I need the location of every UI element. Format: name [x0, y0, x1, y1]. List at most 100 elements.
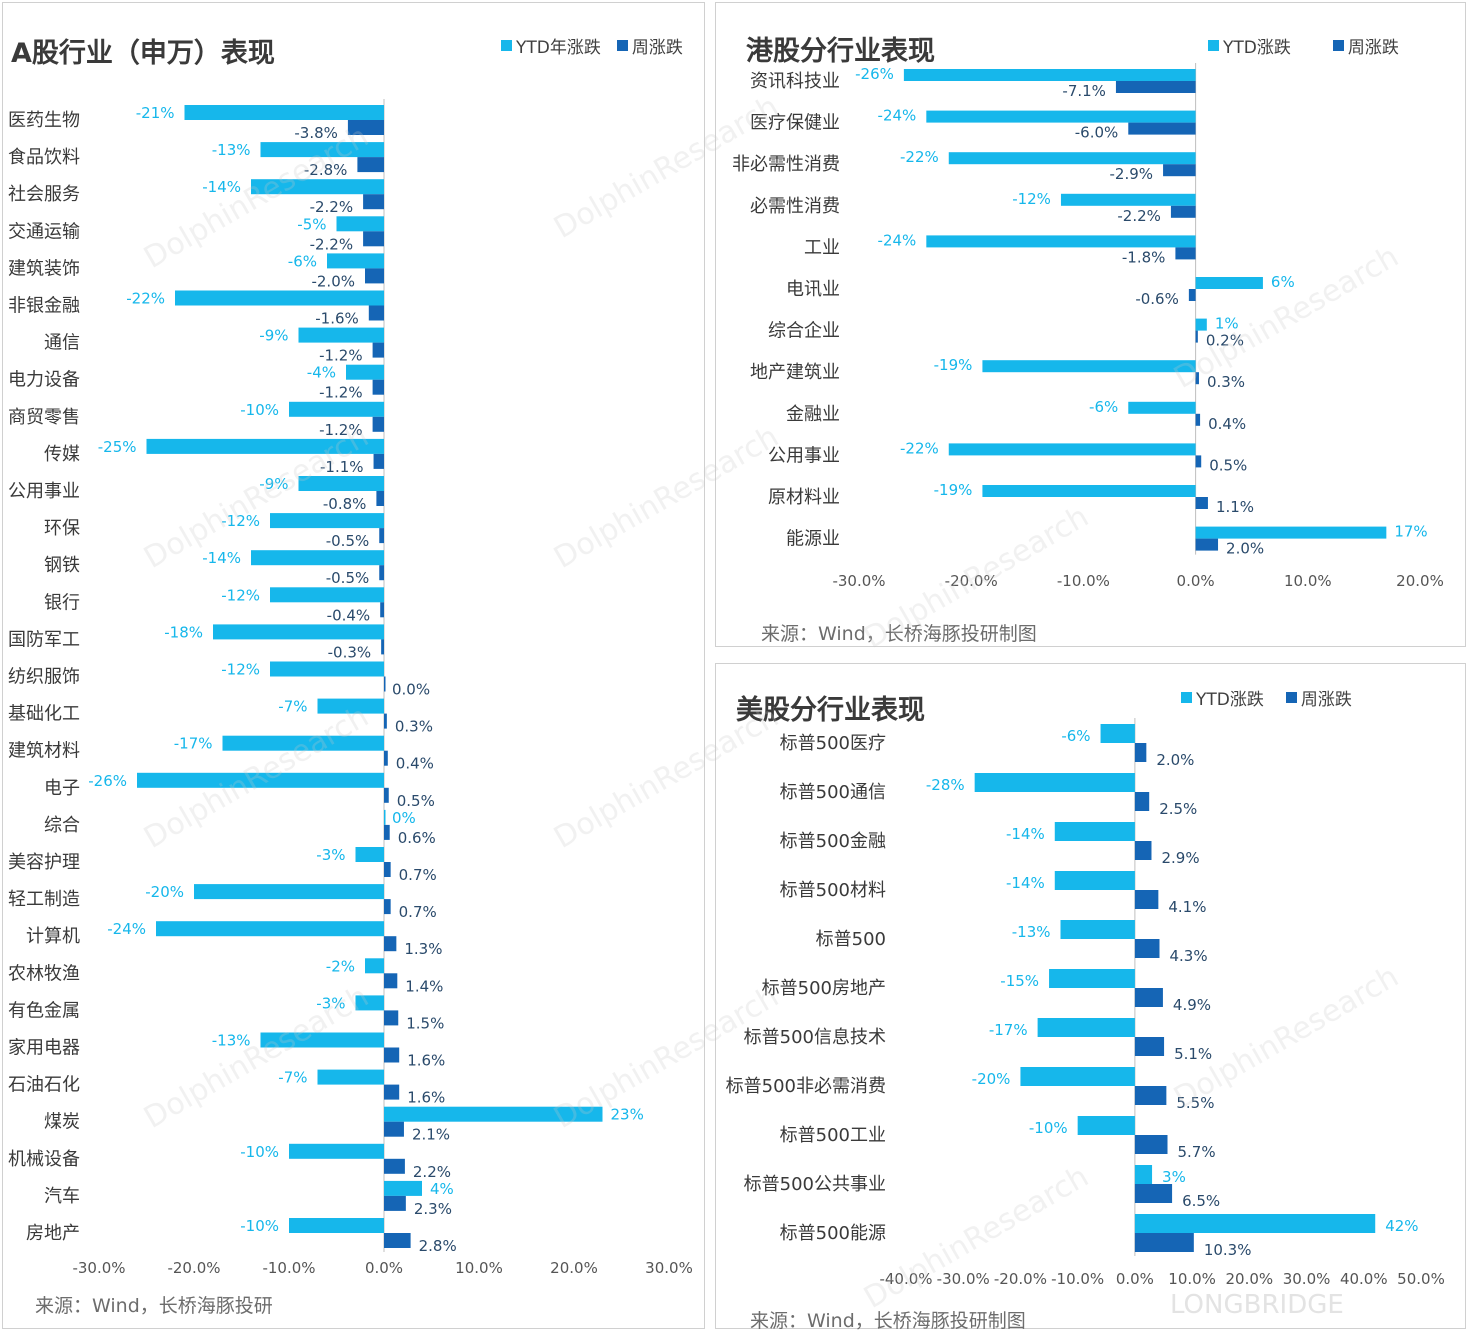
category-label: 综合企业: [768, 321, 840, 342]
category-label: 电子: [44, 778, 80, 799]
ytd-bar: [146, 438, 384, 454]
legend-week: 周涨跌: [616, 33, 683, 58]
ytd-data-label: -24%: [878, 231, 917, 249]
weekly-data-label: -3.8%: [294, 124, 338, 142]
ytd-data-label: -12%: [221, 586, 260, 604]
ytd-bar: [1195, 318, 1207, 331]
ytd-bar: [1060, 193, 1196, 206]
x-tick-label: 40.0%: [1340, 1270, 1388, 1288]
weekly-data-label: 2.2%: [413, 1163, 451, 1181]
ytd-data-label: -19%: [934, 481, 973, 499]
weekly-bar: [384, 713, 387, 729]
weekly-data-label: 2.5%: [1159, 800, 1197, 818]
ytd-data-label: -9%: [259, 475, 288, 493]
legend-ytd: YTD涨跌: [1181, 685, 1264, 710]
weekly-data-label: 0.7%: [399, 866, 437, 884]
weekly-bar: [1195, 538, 1219, 551]
weekly-data-label: 1.4%: [405, 977, 443, 995]
ytd-data-label: -2%: [326, 957, 355, 975]
category-label: 非必需性消费: [732, 154, 840, 175]
category-label: 汽车: [44, 1186, 80, 1207]
ytd-bar: [270, 513, 384, 529]
category-label: 煤炭: [44, 1112, 80, 1133]
ytd-data-label: -22%: [900, 148, 939, 166]
category-label: 医疗保健业: [750, 113, 840, 134]
category-label: 地产建筑业: [750, 362, 840, 383]
us-legend: YTD涨跌 周涨跌: [1181, 685, 1368, 710]
weekly-bar: [384, 1084, 400, 1100]
ytd-data-label: -21%: [136, 104, 175, 122]
a-share-panel: A股行业（申万）表现 YTD年涨跌 周涨跌 医药生物 -21% -3.8% 食品饮料 -…: [2, 2, 705, 1329]
weekly-data-label: 10.3%: [1204, 1241, 1252, 1259]
weekly-data-label: 0.5%: [397, 792, 435, 810]
weekly-data-label: -0.6%: [1135, 290, 1179, 308]
ytd-bar: [289, 1143, 384, 1159]
ytd-data-label: 23%: [611, 1106, 644, 1124]
weekly-bar: [381, 639, 384, 655]
ytd-bar: [317, 1069, 384, 1085]
weekly-data-label: 0.5%: [1209, 456, 1247, 474]
weekly-bar: [1175, 247, 1196, 260]
category-label: 社会服务: [8, 184, 80, 205]
ytd-bar: [1128, 401, 1196, 414]
ytd-data-label: -12%: [1012, 190, 1051, 208]
x-tick-label: 20.0%: [1396, 572, 1444, 590]
ytd-bar: [289, 401, 384, 417]
ytd-bar: [260, 1032, 384, 1048]
ytd-data-label: -20%: [145, 883, 184, 901]
weekly-bar: [1134, 1086, 1167, 1105]
weekly-data-label: 1.3%: [404, 940, 442, 958]
ytd-bar: [327, 253, 384, 269]
weekly-bar: [384, 862, 391, 877]
weekly-bar: [372, 416, 384, 432]
ytd-bar: [926, 110, 1196, 123]
a-share-title: A股行业（申万）表现: [11, 38, 275, 69]
ytd-data-label: -5%: [297, 215, 326, 233]
x-tick-label: 30.0%: [1283, 1270, 1331, 1288]
legend-week: 周涨跌: [1285, 685, 1352, 710]
x-tick-label: -10.0%: [1057, 572, 1110, 590]
ytd-data-label: -19%: [934, 356, 973, 374]
weekly-bar: [384, 824, 390, 840]
ytd-data-label: -14%: [1006, 825, 1045, 843]
category-label: 计算机: [26, 926, 80, 947]
ytd-bar: [222, 735, 384, 751]
weekly-data-label: 4.9%: [1173, 996, 1211, 1014]
weekly-bar: [376, 491, 384, 506]
ytd-bar: [974, 773, 1135, 792]
category-label: 标普500信息技术: [744, 1027, 886, 1048]
ytd-data-label: 17%: [1394, 523, 1427, 541]
weekly-bar: [384, 1233, 411, 1248]
weekly-bar: [1134, 890, 1159, 909]
category-label: 标普500房地产: [762, 978, 886, 999]
ytd-bar: [184, 105, 384, 120]
category-label: 公用事业: [8, 481, 80, 502]
ytd-data-label: -3%: [316, 846, 345, 864]
weekly-data-label: 6.5%: [1182, 1192, 1220, 1210]
category-label: 综合: [44, 815, 80, 836]
legend-week-swatch: [1332, 40, 1344, 51]
weekly-bar: [373, 453, 384, 469]
weekly-bar: [384, 750, 388, 766]
ytd-bar: [1020, 1067, 1135, 1086]
x-tick-label: 20.0%: [550, 1259, 598, 1277]
category-label: 标普500医疗: [780, 733, 886, 754]
weekly-data-label: 0.6%: [398, 829, 436, 847]
weekly-bar: [1195, 455, 1202, 468]
weekly-data-label: 2.9%: [1161, 849, 1199, 867]
category-label: 标普500工业: [780, 1125, 886, 1146]
weekly-data-label: -0.3%: [328, 643, 372, 661]
ytd-bar: [175, 290, 384, 306]
weekly-bar: [380, 602, 384, 618]
hk-title: 港股分行业表现: [746, 36, 935, 67]
ytd-bar: [903, 69, 1196, 81]
category-label: 必需性消费: [750, 196, 840, 217]
weekly-data-label: -6.0%: [1075, 124, 1119, 142]
legend-week-swatch: [1285, 692, 1297, 703]
ytd-data-label: -3%: [316, 994, 345, 1012]
legend-week-label: 周涨跌: [1347, 38, 1399, 58]
weekly-bar: [1163, 164, 1196, 177]
weekly-bar: [1134, 792, 1150, 811]
weekly-bar: [1195, 330, 1198, 343]
ytd-bar: [346, 364, 384, 380]
